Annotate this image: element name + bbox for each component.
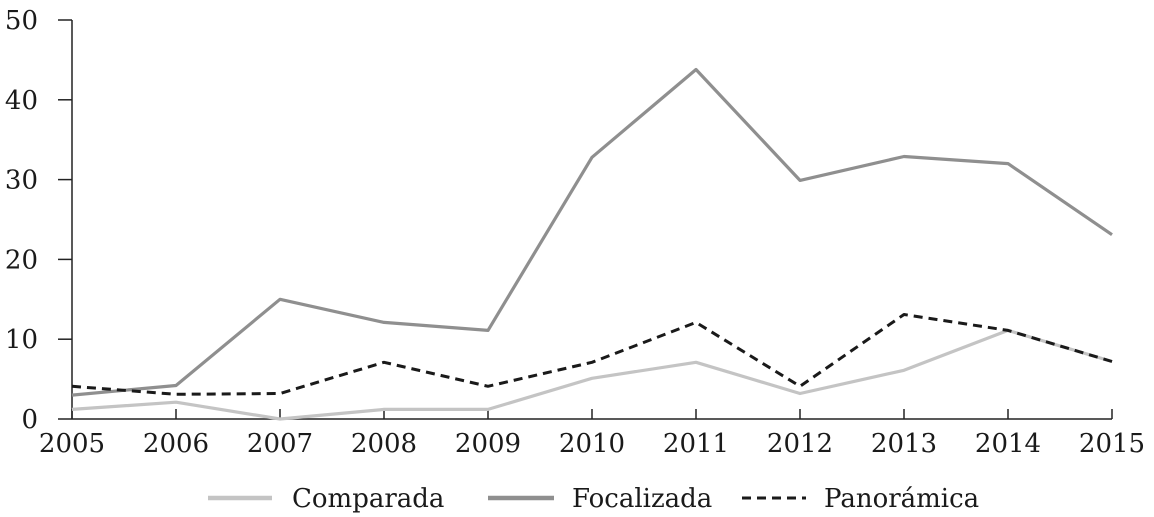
legend-label: Comparada [292, 484, 444, 514]
x-tick-label: 2013 [871, 429, 937, 459]
x-tick-label: 2006 [143, 429, 209, 459]
y-tick-label: 0 [21, 405, 38, 435]
x-tick-label: 2007 [247, 429, 313, 459]
x-tick-label: 2010 [559, 429, 625, 459]
x-tick-label: 2009 [455, 429, 521, 459]
y-tick-label: 50 [5, 6, 38, 36]
x-tick-label: 2005 [39, 429, 105, 459]
x-tick-label: 2008 [351, 429, 417, 459]
legend-label: Panorámica [824, 484, 979, 514]
x-tick-label: 2014 [975, 429, 1041, 459]
series-line-focalizada [71, 67, 1113, 397]
series-line-panoramica [71, 313, 1113, 396]
y-tick-label: 10 [5, 325, 38, 355]
axes: 0 10 20 30 40 50 2005 2006 2007 2008 2009 2010 2011 2… [5, 6, 1145, 459]
x-tick-label: 2015 [1079, 429, 1145, 459]
x-tick-label: 2012 [767, 429, 833, 459]
y-tick-label: 30 [5, 166, 38, 196]
legend: Comparada Focalizada Panorámica [208, 484, 979, 514]
x-tick-label: 2011 [663, 429, 729, 459]
legend-label: Focalizada [572, 484, 712, 514]
y-tick-label: 40 [5, 86, 38, 116]
y-tick-label: 20 [5, 245, 38, 275]
series-layer [71, 67, 1113, 421]
